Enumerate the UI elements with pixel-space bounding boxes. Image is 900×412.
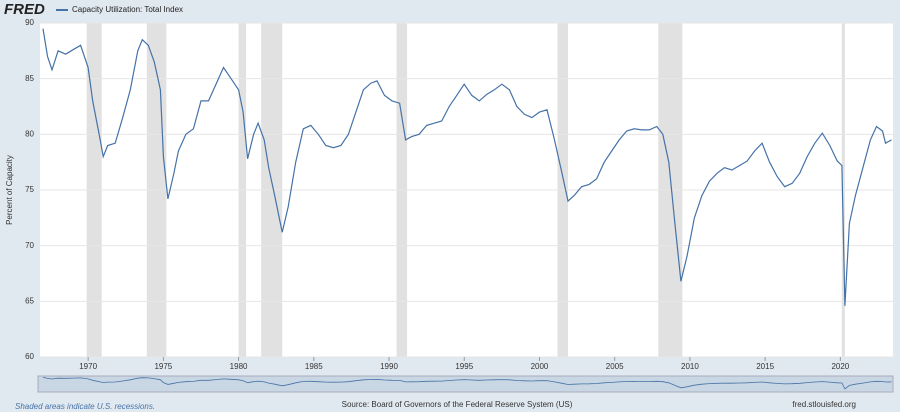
x-tick-label: 2015	[756, 362, 774, 371]
x-tick-label: 2020	[831, 362, 849, 371]
range-slider[interactable]	[37, 375, 894, 393]
x-tick-label: 1995	[455, 362, 473, 371]
y-tick-label: 90	[25, 18, 34, 27]
x-tick-label: 1985	[305, 362, 323, 371]
logo: FRED	[4, 1, 45, 18]
site: fred.stlouisfed.org	[792, 400, 856, 409]
x-tick-label: 2005	[606, 362, 624, 371]
y-tick-label: 70	[25, 241, 34, 250]
x-tick-label: 1975	[154, 362, 172, 371]
y-tick-label: 65	[25, 296, 34, 305]
y-tick-label: 80	[25, 129, 34, 138]
x-tick-label: 2000	[531, 362, 549, 371]
x-tick-label: 2010	[681, 362, 699, 371]
source: Source: Board of Governors of the Federa…	[342, 400, 573, 409]
recession-note: Shaded areas indicate U.S. recessions.	[15, 402, 155, 411]
range-slider-line	[42, 376, 892, 390]
y-axis-label: Percent of Capacity	[5, 155, 14, 225]
series-line	[42, 28, 892, 306]
x-tick-label: 1990	[380, 362, 398, 371]
legend-label: Capacity Utilization: Total Index	[72, 5, 183, 14]
x-tick-label: 1980	[230, 362, 248, 371]
x-tick-label: 1970	[79, 362, 97, 371]
y-tick-label: 75	[25, 185, 34, 194]
y-tick-label: 85	[25, 74, 34, 83]
y-tick-label: 60	[25, 352, 34, 361]
